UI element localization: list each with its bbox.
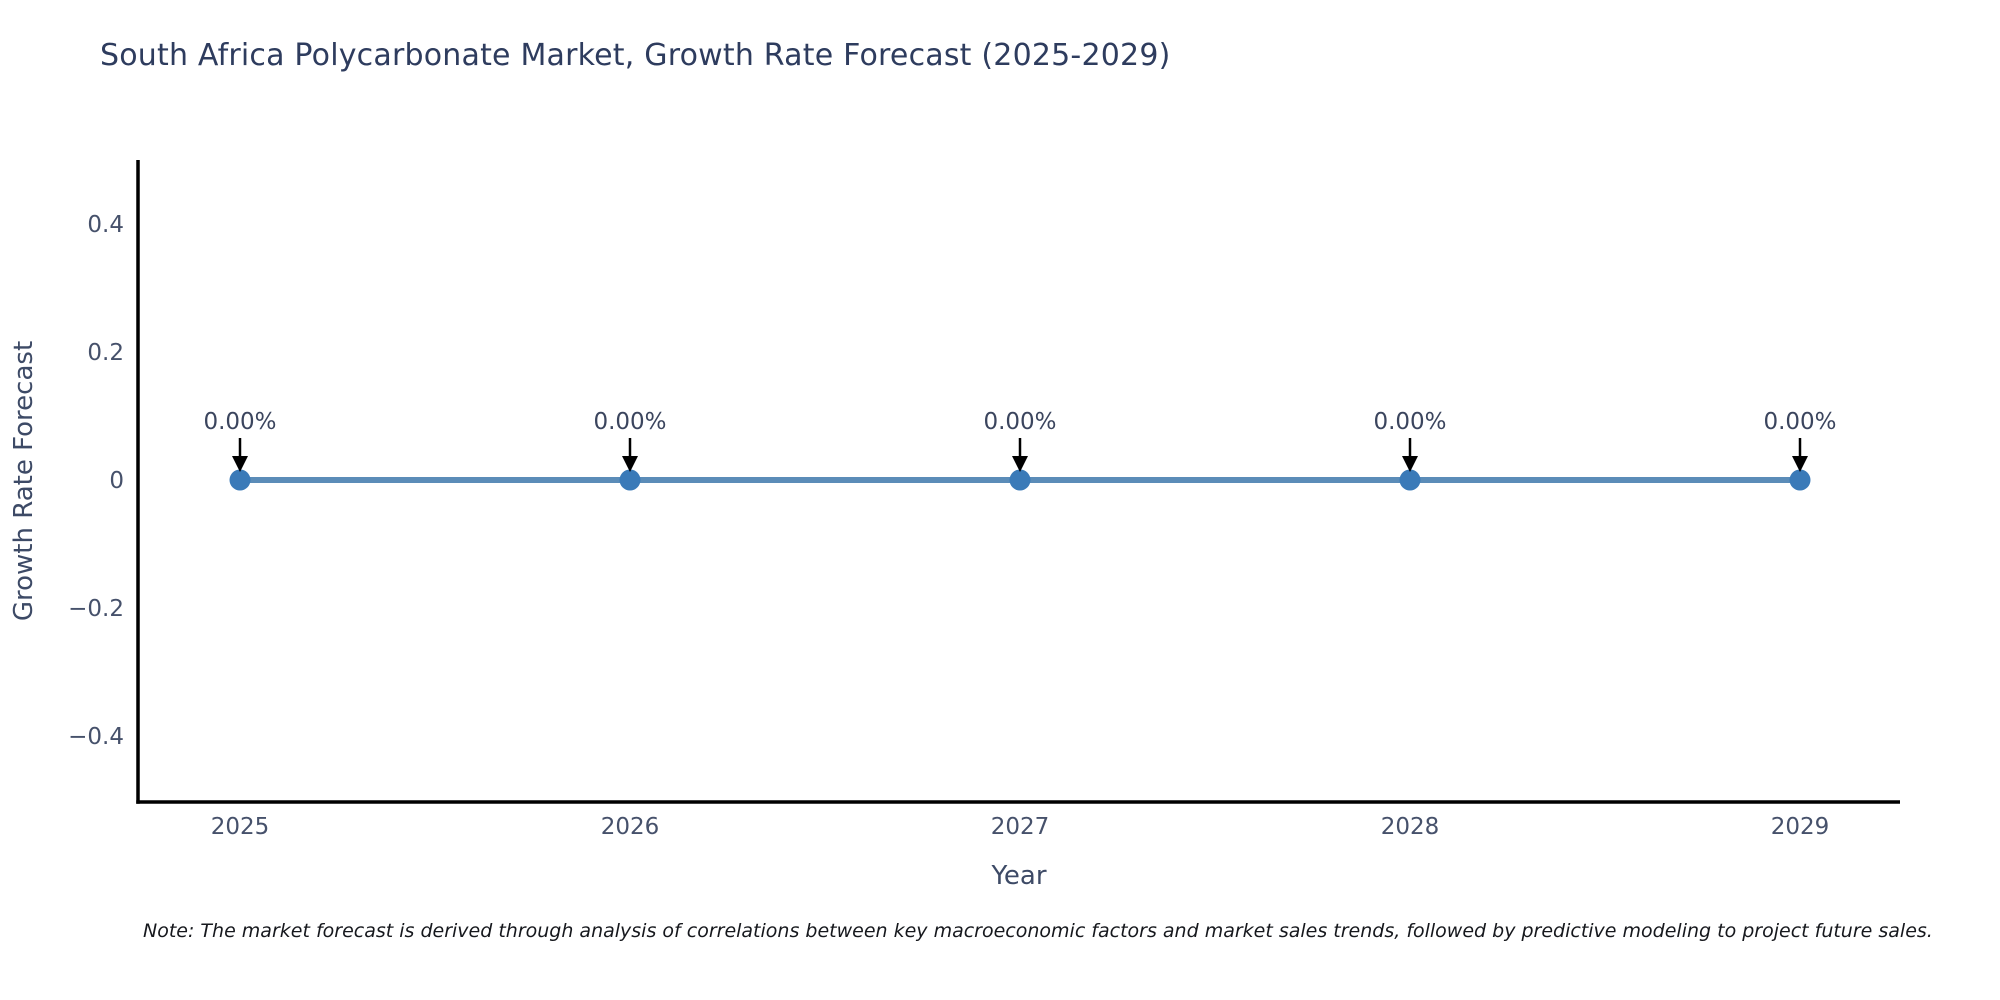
x-tick-label-2025: 2025 — [211, 814, 270, 840]
y-axis-title: Growth Rate Forecast — [9, 341, 39, 621]
y-tick-label-1: 0.2 — [87, 340, 124, 366]
footnote: Note: The market forecast is derived thr… — [143, 920, 1933, 942]
annotation-label-2028: 0.00% — [1373, 409, 1446, 435]
chart-title: South Africa Polycarbonate Market, Growt… — [100, 38, 1171, 73]
annotation-label-2025: 0.00% — [203, 409, 276, 435]
annotation-arrow-head — [1402, 456, 1418, 472]
data-point-2025 — [229, 469, 251, 491]
data-point-2027 — [1009, 469, 1031, 491]
x-axis-title: Year — [990, 861, 1046, 891]
x-tick-label-2026: 2026 — [601, 814, 660, 840]
annotation-label-2026: 0.00% — [593, 409, 666, 435]
x-tick-label-2029: 2029 — [1771, 814, 1830, 840]
annotation-arrow-head — [1012, 456, 1028, 472]
data-point-2029 — [1789, 469, 1811, 491]
y-tick-label-3: −0.2 — [68, 596, 124, 622]
x-tick-label-2028: 2028 — [1381, 814, 1440, 840]
data-point-2028 — [1399, 469, 1421, 491]
y-tick-label-4: −0.4 — [68, 724, 124, 750]
data-point-2026 — [619, 469, 641, 491]
y-tick-label-2: 0 — [109, 468, 124, 494]
annotation-arrow-head — [232, 456, 248, 472]
annotation-label-2027: 0.00% — [983, 409, 1056, 435]
annotation-arrow-head — [1792, 456, 1808, 472]
annotation-label-2029: 0.00% — [1763, 409, 1836, 435]
x-tick-label-2027: 2027 — [991, 814, 1050, 840]
annotation-arrow-head — [622, 456, 638, 472]
y-tick-label-0: 0.4 — [87, 212, 124, 238]
